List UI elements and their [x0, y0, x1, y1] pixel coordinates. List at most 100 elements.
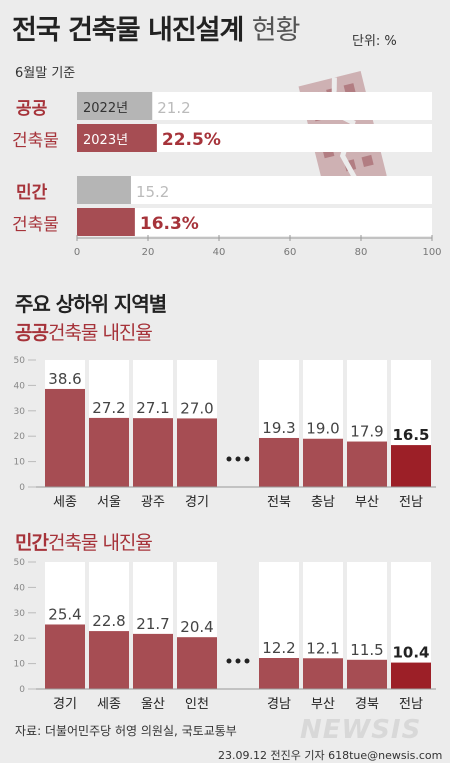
- bar: [77, 176, 131, 204]
- bar: [303, 438, 343, 487]
- bar-value-label: 22.8: [92, 612, 125, 630]
- bar: [77, 208, 135, 236]
- credit-text: 23.09.12 전진우 기자 618tue@newsis.com: [218, 749, 443, 762]
- watermark-logo: NEWSIS: [300, 715, 422, 745]
- x-tick-label: 40: [213, 247, 226, 258]
- bar: [133, 633, 173, 689]
- public-title-highlight: 공공: [15, 322, 49, 344]
- bar-value-label: 21.2: [157, 99, 190, 117]
- ellipsis-dot: [235, 658, 241, 664]
- private-chart-title: 민간건축물 내진율: [15, 528, 153, 555]
- bar: [45, 624, 85, 689]
- ellipsis-dot: [226, 658, 232, 664]
- bar-value-label: 16.3%: [140, 214, 199, 234]
- bar-value-label: 22.5%: [162, 130, 221, 150]
- y-tick-label: 10: [14, 660, 26, 670]
- category-label: 경기: [185, 495, 209, 510]
- y-tick-label: 30: [14, 407, 26, 417]
- group-label-bottom: 건축물: [12, 215, 59, 235]
- x-tick-label: 100: [422, 247, 441, 258]
- bar-year-label: 2023년: [83, 133, 128, 148]
- category-label: 세종: [97, 697, 121, 712]
- title-light: 현황: [251, 15, 301, 46]
- y-tick-label: 30: [14, 609, 26, 619]
- category-label: 경남: [267, 697, 291, 712]
- public-title-rest: 건축물 내진율: [47, 322, 153, 344]
- category-label: 전남: [399, 697, 423, 712]
- bar: [89, 417, 129, 487]
- x-tick-label: 0: [74, 247, 80, 258]
- bar: [177, 637, 217, 689]
- category-label: 부산: [311, 697, 335, 712]
- unit-label: 단위: %: [352, 34, 397, 49]
- group-label-top: 민간: [16, 183, 48, 203]
- y-tick-label: 0: [19, 483, 25, 493]
- ellipsis-dot: [235, 456, 241, 462]
- bar-value-label: 20.4: [180, 618, 213, 636]
- bar: [303, 658, 343, 689]
- page-title: 전국 건축물 내진설계 현황: [12, 8, 301, 47]
- bar-value-label: 25.4: [48, 605, 81, 623]
- category-label: 세종: [53, 495, 77, 510]
- y-tick-label: 10: [14, 458, 26, 468]
- bar-value-label: 10.4: [392, 644, 429, 662]
- bar-track: [77, 176, 432, 204]
- x-tick-label: 20: [142, 247, 155, 258]
- y-tick-label: 20: [14, 634, 26, 644]
- bar-value-label: 19.3: [262, 419, 295, 437]
- ellipsis-dot: [244, 658, 250, 664]
- source-text: 자료: 더불어민주당 허영 의원실, 국토교통부: [15, 724, 237, 738]
- y-tick-label: 20: [14, 432, 26, 442]
- category-label: 경기: [53, 697, 77, 712]
- group-label-bottom: 건축물: [12, 131, 59, 151]
- bar-value-label: 12.2: [262, 639, 295, 657]
- ellipsis-dot: [226, 456, 232, 462]
- subtitle: 6월말 기준: [15, 66, 76, 81]
- bar-value-label: 12.1: [306, 639, 339, 657]
- private-title-rest: 건축물 내진율: [47, 532, 153, 554]
- bar: [45, 388, 85, 487]
- bar: [391, 662, 431, 689]
- bar: [347, 659, 387, 689]
- category-label: 전남: [399, 495, 423, 510]
- y-tick-label: 40: [14, 583, 26, 593]
- bar: [391, 445, 431, 487]
- category-label: 인천: [185, 697, 209, 712]
- y-tick-label: 50: [14, 558, 26, 568]
- bar-value-label: 27.0: [180, 399, 213, 417]
- x-tick-label: 80: [355, 247, 368, 258]
- x-tick-label: 60: [284, 247, 297, 258]
- bar-value-label: 27.2: [92, 399, 125, 417]
- y-tick-label: 50: [14, 356, 26, 366]
- bar: [133, 418, 173, 487]
- bar: [77, 92, 153, 120]
- category-label: 울산: [141, 697, 165, 712]
- group-label-top: 공공: [16, 99, 48, 119]
- y-tick-label: 40: [14, 381, 26, 391]
- section-title: 주요 상하위 지역별: [15, 292, 167, 316]
- bar-value-label: 11.5: [350, 641, 383, 659]
- bar-value-label: 15.2: [136, 183, 169, 201]
- category-label: 경북: [355, 697, 379, 712]
- bar: [177, 418, 217, 487]
- bar-value-label: 27.1: [136, 399, 169, 417]
- private-title-highlight: 민간: [15, 532, 49, 554]
- bar-track: [77, 208, 432, 236]
- ellipsis-dot: [244, 456, 250, 462]
- category-label: 전북: [267, 495, 291, 510]
- category-label: 부산: [355, 495, 379, 510]
- public-chart-title: 공공건축물 내진율: [15, 318, 153, 345]
- bar-value-label: 21.7: [136, 615, 169, 633]
- y-tick-label: 0: [19, 685, 25, 695]
- public-region-bar-chart: 0 10 20 30 40 50 38.6 세종 27.2 서울 27.1 광주 27.0 경기 19.3 전…: [14, 356, 436, 510]
- bar-value-label: 38.6: [48, 370, 81, 388]
- bar-value-label: 19.0: [306, 420, 339, 438]
- bar: [77, 124, 157, 152]
- bar-value-label: 17.9: [350, 423, 383, 441]
- bar: [259, 658, 299, 689]
- bar-value-label: 16.5: [392, 426, 429, 444]
- category-label: 광주: [141, 495, 165, 510]
- title-bold: 전국 건축물 내진설계: [12, 15, 244, 46]
- category-label: 충남: [311, 495, 335, 510]
